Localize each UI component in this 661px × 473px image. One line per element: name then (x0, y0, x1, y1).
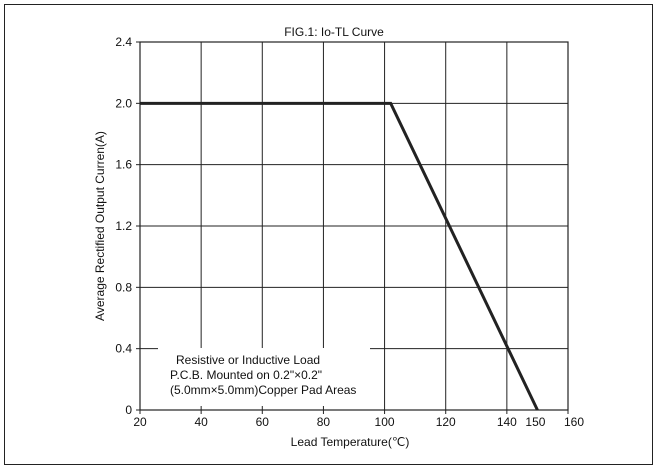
x-tick-label: 100 (375, 415, 395, 429)
x-tick-label: 160 (564, 415, 584, 429)
x-tick-label: 120 (436, 415, 456, 429)
x-tick-labels: 20 40 60 80 100 120 140 160 150 (133, 410, 584, 429)
annotation-line: Resistive or Inductive Load (176, 353, 320, 367)
y-tick-label: 1.2 (115, 219, 132, 233)
y-tick-label: 2.4 (115, 35, 132, 49)
y-tick-label: 0.4 (115, 342, 132, 356)
y-tick-label: 1.6 (115, 158, 132, 172)
x-axis-label: Lead Temperature(℃) (291, 435, 410, 449)
y-tick-label: 0 (125, 403, 132, 417)
annotation-line: (5.0mm×5.0mm)Copper Pad Areas (170, 383, 356, 397)
figure-frame (4, 4, 653, 465)
x-tick-label: 140 (497, 415, 517, 429)
x-tick-label: 20 (133, 415, 147, 429)
x-tick-label-extra: 150 (525, 415, 545, 429)
series-layer (139, 101, 539, 411)
y-axis-label: Average Rectified Output Curren(A) (93, 131, 107, 321)
annotation-line: P.C.B. Mounted on 0.2"×0.2" (170, 368, 322, 382)
y-tick-label: 2.0 (115, 96, 132, 110)
y-tick-label: 0.8 (115, 280, 132, 294)
chart-title: FIG.1: Io-TL Curve (284, 25, 384, 39)
annotation-background (158, 348, 370, 406)
y-tick-labels: 0 0.4 0.8 1.2 1.6 2.0 2.4 (115, 35, 140, 417)
x-tick-label: 80 (317, 415, 331, 429)
x-tick-label: 60 (256, 415, 270, 429)
x-tick-label: 40 (194, 415, 208, 429)
